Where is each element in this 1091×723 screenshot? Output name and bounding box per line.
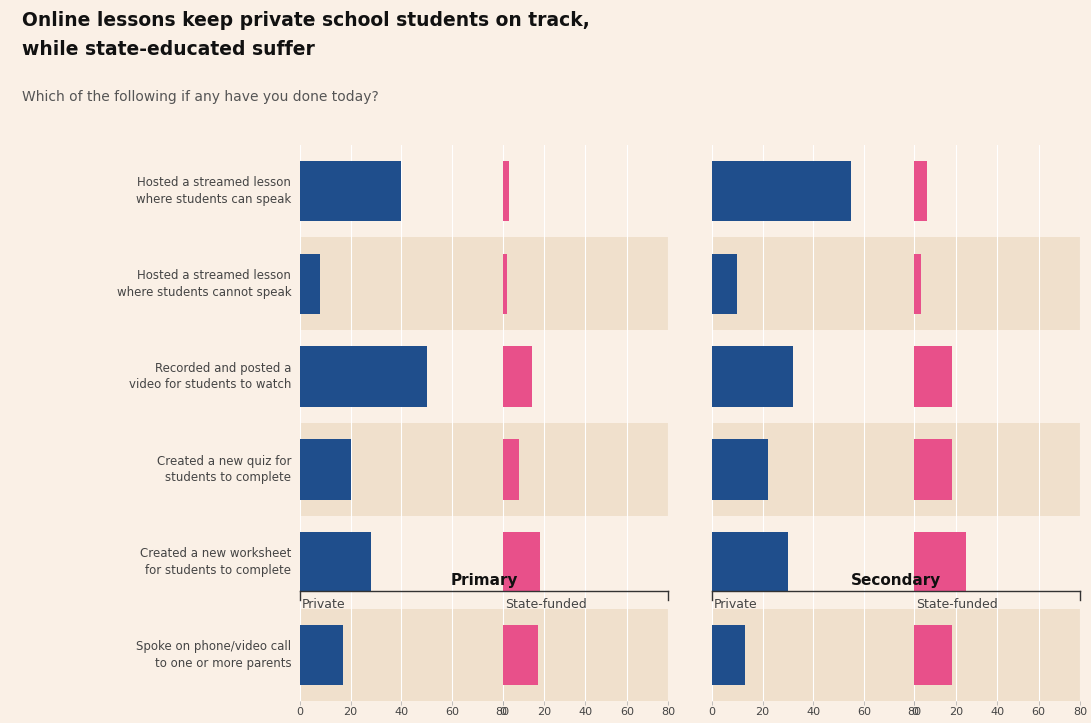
Text: Private: Private	[302, 598, 346, 611]
Bar	[914, 237, 1080, 330]
Text: Hosted a streamed lesson
where students can speak: Hosted a streamed lesson where students …	[136, 176, 291, 206]
Bar	[503, 625, 538, 685]
Bar	[712, 145, 914, 237]
Bar	[503, 237, 668, 330]
Bar	[914, 609, 1080, 701]
Bar	[503, 330, 668, 423]
Bar	[300, 423, 503, 515]
Text: Which of the following if any have you done today?: Which of the following if any have you d…	[22, 90, 379, 104]
Bar	[503, 515, 668, 609]
Bar	[300, 609, 503, 701]
Bar	[914, 439, 951, 500]
Bar	[712, 515, 914, 609]
Bar	[300, 532, 371, 592]
Bar	[503, 254, 506, 314]
Bar	[712, 625, 745, 685]
Text: Recorded and posted a
video for students to watch: Recorded and posted a video for students…	[129, 362, 291, 391]
Bar	[914, 161, 927, 221]
Text: Online lessons keep private school students on track,: Online lessons keep private school stude…	[22, 11, 589, 30]
Text: Created a new quiz for
students to complete: Created a new quiz for students to compl…	[157, 455, 291, 484]
Text: Hosted a streamed lesson
where students cannot speak: Hosted a streamed lesson where students …	[117, 269, 291, 299]
Bar	[300, 346, 427, 407]
Bar	[712, 439, 768, 500]
Bar	[503, 145, 668, 237]
Bar	[914, 346, 951, 407]
Text: State-funded: State-funded	[505, 598, 587, 611]
Bar	[712, 532, 788, 592]
Text: while state-educated suffer: while state-educated suffer	[22, 40, 314, 59]
Bar	[914, 423, 1080, 515]
Bar	[503, 161, 508, 221]
Bar	[712, 609, 914, 701]
Bar	[914, 625, 951, 685]
Bar	[914, 515, 1080, 609]
Text: Spoke on phone/video call
to one or more parents: Spoke on phone/video call to one or more…	[136, 640, 291, 669]
Bar	[503, 609, 668, 701]
Bar	[300, 625, 343, 685]
Text: Created a new worksheet
for students to complete: Created a new worksheet for students to …	[140, 547, 291, 577]
Bar	[503, 439, 519, 500]
Bar	[914, 532, 967, 592]
Bar	[503, 532, 540, 592]
Bar	[712, 161, 851, 221]
Text: Primary: Primary	[451, 573, 518, 588]
Bar	[914, 145, 1080, 237]
Bar	[503, 423, 668, 515]
Text: State-funded: State-funded	[916, 598, 998, 611]
Bar	[300, 439, 350, 500]
Bar	[712, 330, 914, 423]
Bar	[300, 161, 401, 221]
Bar	[914, 254, 921, 314]
Bar	[712, 254, 738, 314]
Bar	[712, 346, 793, 407]
Bar	[503, 346, 531, 407]
Text: Private: Private	[715, 598, 757, 611]
Bar	[300, 330, 503, 423]
Bar	[712, 423, 914, 515]
Bar	[914, 330, 1080, 423]
Text: Secondary: Secondary	[851, 573, 942, 588]
Bar	[300, 145, 503, 237]
Bar	[712, 237, 914, 330]
Bar	[300, 254, 321, 314]
Bar	[300, 515, 503, 609]
Bar	[300, 237, 503, 330]
